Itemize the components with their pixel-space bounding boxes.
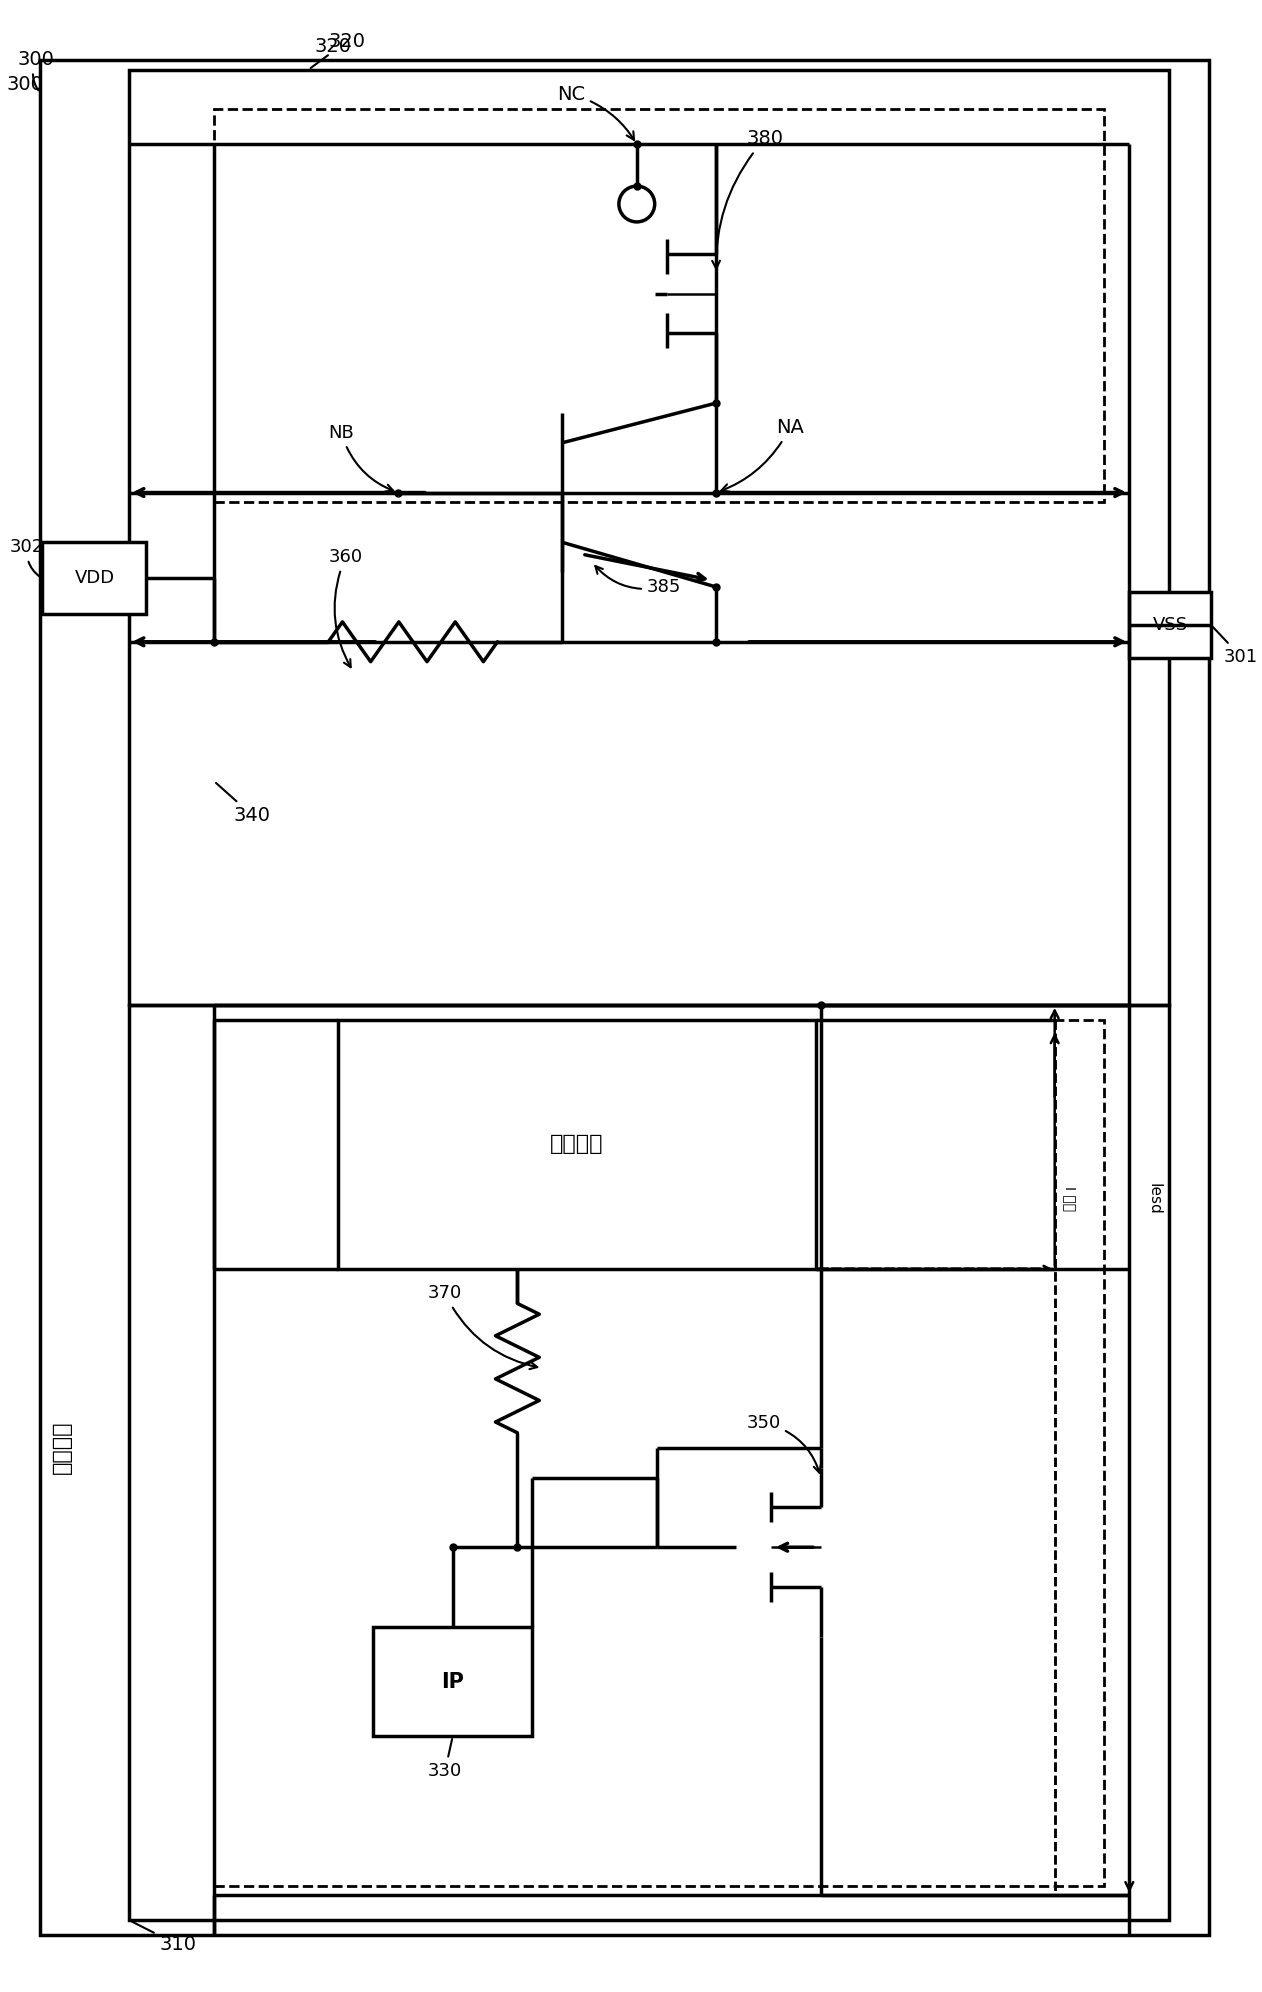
Text: IP: IP (442, 1671, 464, 1691)
Bar (374, 1627, 533, 1737)
Bar (1129, 592, 1212, 657)
Bar (129, 1004, 1169, 1920)
Text: 370: 370 (428, 1285, 538, 1369)
Text: NA: NA (721, 418, 804, 492)
Text: 320: 320 (310, 32, 365, 68)
Text: VSS: VSS (1152, 616, 1188, 633)
Text: NC: NC (558, 84, 634, 139)
Text: 301: 301 (1213, 627, 1258, 665)
Text: 385: 385 (596, 566, 681, 596)
Text: 300: 300 (6, 76, 43, 94)
Text: 360: 360 (328, 548, 362, 667)
Text: 集成电路: 集成电路 (52, 1420, 72, 1474)
Text: VDD: VDD (74, 570, 115, 588)
Text: 350: 350 (746, 1414, 820, 1472)
Text: 302: 302 (10, 538, 44, 576)
Text: Iesd: Iesd (1147, 1183, 1162, 1215)
Text: I 偏置: I 偏置 (1063, 1187, 1076, 1211)
Bar (338, 1020, 817, 1269)
Text: 300: 300 (18, 50, 54, 90)
Text: 310: 310 (131, 1922, 196, 1954)
Bar (42, 542, 146, 614)
Bar (215, 110, 1104, 502)
Text: 330: 330 (428, 1739, 462, 1781)
Text: 320: 320 (314, 38, 352, 56)
Bar (129, 70, 1169, 1004)
Text: 内部电路: 内部电路 (550, 1133, 603, 1153)
Text: 340: 340 (216, 783, 271, 825)
Text: 380: 380 (712, 129, 784, 269)
Text: NB: NB (328, 424, 394, 492)
Bar (215, 1020, 1104, 1886)
